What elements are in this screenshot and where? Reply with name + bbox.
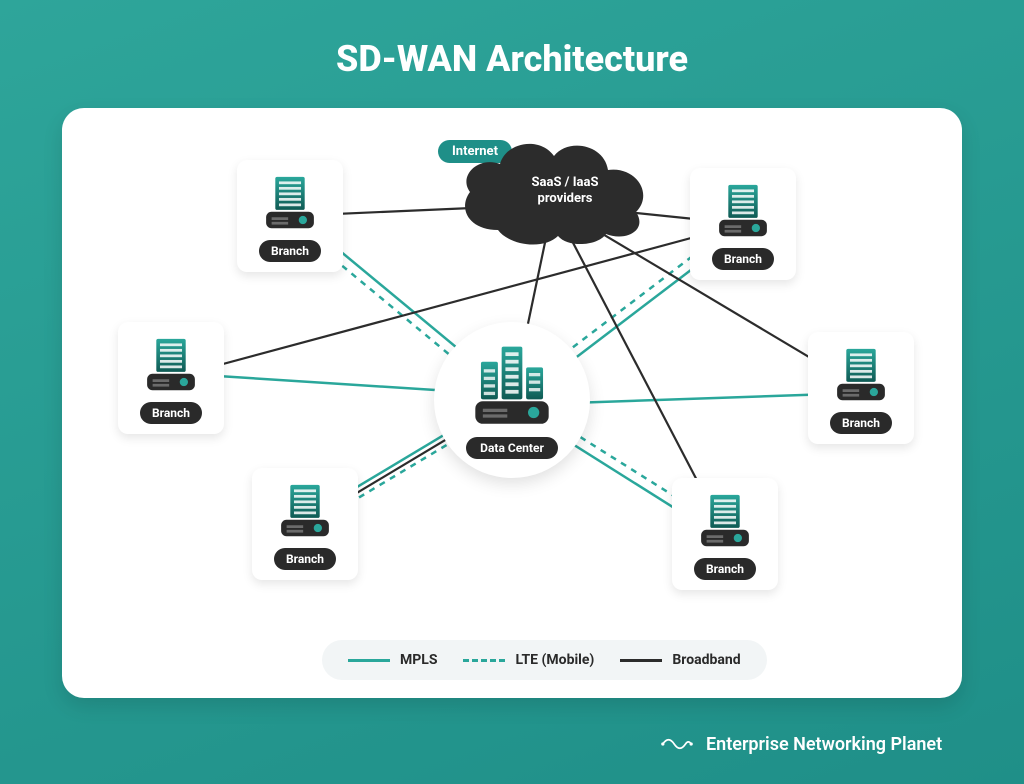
server-icon: [143, 337, 199, 396]
branch-top-right: Branch: [690, 168, 796, 280]
branch-bot-left-label: Branch: [274, 548, 336, 570]
datacenter-icon: [469, 341, 555, 431]
brand-text: Enterprise Networking Planet: [706, 734, 942, 755]
brand-logo-icon: [660, 732, 694, 756]
legend-swatch-lte: [463, 659, 505, 662]
page-title-text: SD-WAN Architecture: [336, 38, 688, 80]
datacenter-label: Data Center: [466, 437, 558, 459]
branch-bot-right: Branch: [672, 478, 778, 590]
branch-bot-left: Branch: [252, 468, 358, 580]
branch-top-right-label: Branch: [712, 248, 774, 270]
server-icon: [833, 347, 889, 406]
branch-mid-right-label: Branch: [830, 412, 892, 434]
cloud-label: SaaS / IaaSproviders: [500, 175, 630, 208]
legend-item-mpls: MPLS: [348, 652, 437, 668]
server-icon: [277, 483, 333, 542]
legend-item-broadband: Broadband: [620, 652, 740, 668]
legend-label-lte: LTE (Mobile): [515, 652, 594, 668]
server-icon: [697, 493, 753, 552]
legend-item-lte: LTE (Mobile): [463, 652, 594, 668]
branch-mid-right: Branch: [808, 332, 914, 444]
server-icon: [715, 183, 771, 242]
branch-bot-right-label: Branch: [694, 558, 756, 580]
branch-mid-left: Branch: [118, 322, 224, 434]
branch-top-left: Branch: [237, 160, 343, 272]
branch-mid-left-label: Branch: [140, 402, 202, 424]
branch-top-left-label: Branch: [259, 240, 321, 262]
legend-label-mpls: MPLS: [400, 652, 437, 668]
cloud-label-line: SaaS / IaaS: [500, 175, 630, 191]
cloud-label-line: providers: [500, 191, 630, 207]
brand-footer: Enterprise Networking Planet: [660, 732, 942, 756]
legend-swatch-broadband: [620, 659, 662, 662]
legend: MPLS LTE (Mobile) Broadband: [322, 640, 767, 680]
legend-swatch-mpls: [348, 659, 390, 662]
datacenter-node: Data Center: [434, 322, 590, 478]
server-icon: [262, 175, 318, 234]
legend-label-broadband: Broadband: [672, 652, 740, 668]
page-title: SD-WAN Architecture: [0, 38, 1024, 80]
